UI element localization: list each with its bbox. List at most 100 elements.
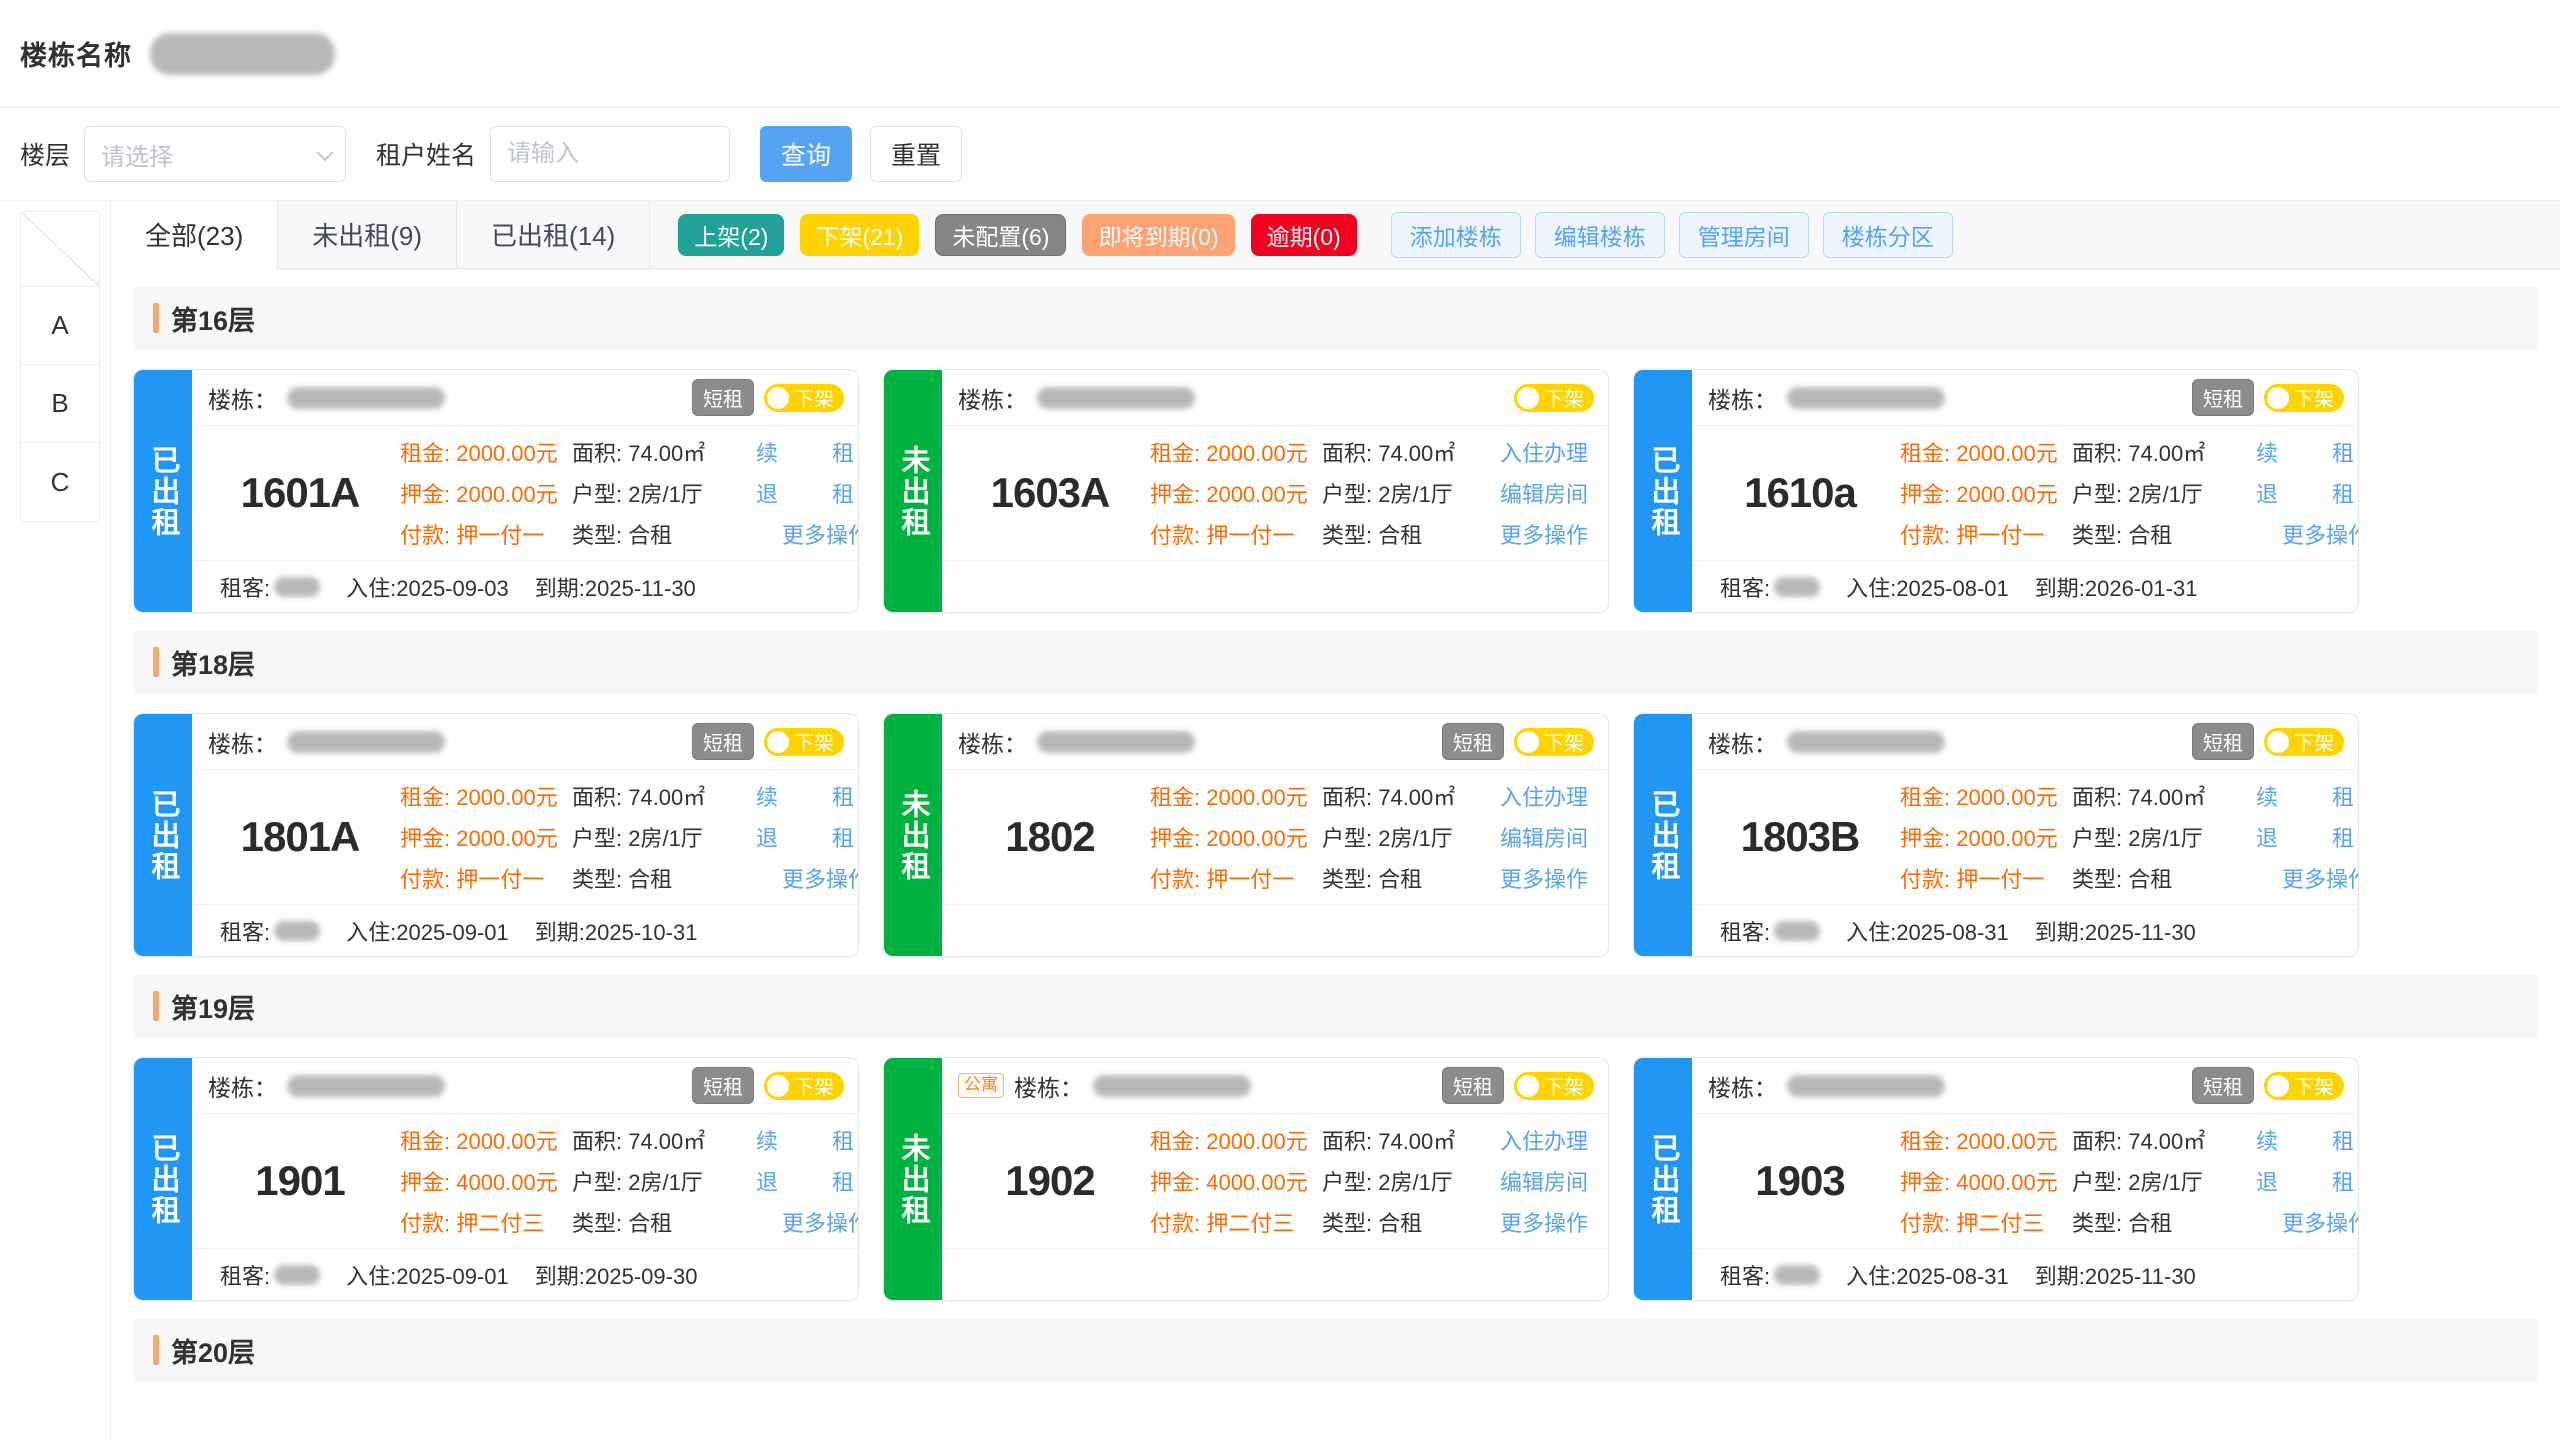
renew-link[interactable]: 续 租: [756, 441, 859, 466]
pill-listed[interactable]: 上架(2): [678, 213, 785, 256]
checkin-link[interactable]: 入住办理: [1499, 441, 1588, 466]
expire-date: 到期:2025-11-30: [2034, 919, 2196, 945]
short-rent-tag: 短租: [692, 1067, 754, 1104]
room-card[interactable]: 已出租 楼栋： 短租 下架 1803B 租金: 2000.00元 押金: 2000.00元付…: [1633, 713, 2359, 957]
room-card-body: 1902 租金: 2000.00元 押金: 4000.00元 付款: 押二付三 面积: …: [942, 1114, 1608, 1248]
zone-item-c[interactable]: C: [50, 466, 70, 497]
area-value: 面积: 74.00㎡: [572, 1129, 706, 1154]
zone-item-a[interactable]: A: [21, 287, 99, 365]
listing-toggle[interactable]: 下架: [1514, 383, 1594, 412]
listing-toggle[interactable]: 下架: [764, 727, 844, 756]
room-money-column: 租金: 2000.00元 押金: 2000.00元 付款: 押一付一: [400, 436, 572, 550]
reset-button[interactable]: 重置: [870, 126, 963, 182]
area-value: 面积: 74.00㎡: [572, 785, 706, 810]
add-building-button[interactable]: 添加楼栋: [1390, 211, 1521, 258]
listing-toggle[interactable]: 下架: [1514, 727, 1594, 756]
tenant-name-input[interactable]: [490, 126, 731, 182]
more-actions-link[interactable]: 更多操作: [1499, 867, 1588, 892]
more-actions-link[interactable]: 更多操作: [2282, 1211, 2358, 1236]
more-actions-link[interactable]: 更多操作: [1499, 523, 1588, 548]
renew-link[interactable]: 续 租: [2256, 785, 2359, 810]
room-card-main: 楼栋： 短租 下架 1802 租金: 2000.00元 押金: 2000.00元 付款: 押…: [942, 714, 1608, 956]
building-zones-button[interactable]: 楼栋分区: [1822, 211, 1953, 258]
more-actions-link[interactable]: 更多操作: [2282, 523, 2358, 548]
pill-expiring-soon[interactable]: 即将到期(0): [1082, 213, 1235, 256]
listing-toggle[interactable]: 下架: [1514, 1071, 1594, 1100]
more-actions-link[interactable]: 更多操作: [2282, 867, 2358, 892]
renew-link[interactable]: 续 租: [2256, 441, 2359, 466]
room-status-strip: 未出租: [884, 714, 942, 956]
room-card[interactable]: 未出租 楼栋： 短租 下架 1802 租金: 2000.00元 押金: 2000.00元 付款…: [883, 713, 1609, 957]
room-actions-column: 入住办理编辑房间更多操作: [1490, 1124, 1594, 1238]
pill-delisted[interactable]: 下架(21): [800, 213, 920, 256]
tab-rented[interactable]: 已出租(14): [457, 201, 651, 268]
listing-toggle[interactable]: 下架: [764, 1071, 844, 1100]
tenant-filter-label: 租户姓名: [376, 142, 477, 170]
pill-unconfigured[interactable]: 未配置(6): [935, 213, 1067, 256]
room-card-main: 楼栋： 短租 下架 1901 租金: 2000.00元 押金: 4000.00元 付款: 押…: [192, 1058, 858, 1300]
room-card[interactable]: 已出租 楼栋： 短租 下架 1903 租金: 2000.00元 押金: 4000.00元 付款…: [1633, 1057, 2359, 1301]
terminate-link[interactable]: 退 租: [2256, 826, 2359, 851]
terminate-link[interactable]: 退 租: [2256, 482, 2359, 507]
deposit-value: 押金: 2000.00元: [400, 482, 558, 507]
building-label: 楼栋：: [1708, 730, 1777, 757]
tab-all[interactable]: 全部(23): [111, 201, 279, 269]
listing-toggle-label: 下架: [1544, 733, 1584, 755]
edit-building-button[interactable]: 编辑楼栋: [1534, 211, 1665, 258]
terminate-link[interactable]: 退 租: [756, 1170, 859, 1195]
room-card[interactable]: 未出租 楼栋： 下架 1603A 租金: 2000.00元 押金: 2000.00元 付款:…: [883, 369, 1609, 613]
listing-toggle[interactable]: 下架: [2264, 1071, 2344, 1100]
manage-rooms-button[interactable]: 管理房间: [1678, 211, 1809, 258]
floor-title: 第20层: [171, 1337, 256, 1368]
room-card[interactable]: 已出租 楼栋： 短租 下架 1901 租金: 2000.00元 押金: 4000.00元 付款…: [133, 1057, 859, 1301]
tab-vacant[interactable]: 未出租(9): [278, 201, 458, 268]
room-card[interactable]: 未出租 公寓 楼栋： 短租 下架 1902 租金: 2000.00元 押金: 4000.00元…: [883, 1057, 1609, 1301]
checkin-date: 入住:2025-08-31: [1846, 1263, 2009, 1289]
listing-toggle[interactable]: 下架: [2264, 383, 2344, 412]
short-rent-tag: 短租: [1442, 723, 1504, 760]
building-label: 楼栋：: [958, 386, 1027, 413]
floor-list[interactable]: 第16层 已出租 楼栋： 短租 下架 1601A 租金: 2000.00元 押金: 2000.…: [111, 269, 2560, 1440]
terminate-link[interactable]: 退 租: [756, 826, 859, 851]
toggle-knob-icon: [1517, 1074, 1539, 1097]
payment-terms: 付款: 押一付一: [1900, 867, 2045, 892]
layout-value: 户型: 2房/1厅: [2072, 826, 2203, 851]
more-actions-link[interactable]: 更多操作: [1499, 1211, 1588, 1236]
room-number: 1801A: [240, 813, 361, 860]
renew-link[interactable]: 续 租: [2256, 1129, 2359, 1154]
more-actions-link[interactable]: 更多操作: [782, 523, 858, 548]
edit-room-link[interactable]: 编辑房间: [1499, 482, 1588, 507]
short-rent-tag: 短租: [692, 723, 754, 760]
terminate-link[interactable]: 退 租: [2256, 1170, 2359, 1195]
floor-select[interactable]: 请选择: [84, 126, 347, 182]
checkin-link[interactable]: 入住办理: [1499, 1129, 1588, 1154]
room-actions-column: 续 租退 租更多操作: [2240, 1124, 2359, 1238]
renew-link[interactable]: 续 租: [756, 1129, 859, 1154]
more-actions-link[interactable]: 更多操作: [782, 867, 858, 892]
pill-overdue[interactable]: 逾期(0): [1250, 213, 1357, 256]
terminate-link[interactable]: 退 租: [756, 482, 859, 507]
listing-toggle[interactable]: 下架: [2264, 727, 2344, 756]
room-card-footer: 租客: 入住:2025-08-01 到期:2026-01-31: [1692, 560, 2358, 612]
area-value: 面积: 74.00㎡: [572, 441, 706, 466]
room-money-column: 租金: 2000.00元 押金: 4000.00元 付款: 押二付三: [1150, 1124, 1322, 1238]
search-button[interactable]: 查询: [760, 126, 853, 182]
room-money-column: 租金: 2000.00元 押金: 4000.00元 付款: 押二付三: [400, 1124, 572, 1238]
zone-item-b[interactable]: B: [21, 365, 99, 443]
room-card-footer: [942, 560, 1608, 612]
renew-link[interactable]: 续 租: [756, 785, 859, 810]
room-card[interactable]: 已出租 楼栋： 短租 下架 1610a 租金: 2000.00元 押金: 2000.00元付…: [1633, 369, 2359, 613]
type-value: 类型: 合租: [572, 867, 673, 892]
room-card-header: 楼栋： 短租 下架: [192, 1058, 858, 1114]
more-actions-link[interactable]: 更多操作: [782, 1211, 858, 1236]
edit-room-link[interactable]: 编辑房间: [1499, 826, 1588, 851]
room-card-main: 楼栋： 短租 下架 1803B 租金: 2000.00元 押金: 2000.00元 付款: …: [1692, 714, 2358, 956]
checkin-link[interactable]: 入住办理: [1499, 785, 1588, 810]
checkin-date: 入住:2025-08-31: [1846, 919, 2009, 945]
room-card-footer: 租客: 入住:2025-09-03 到期:2025-11-30: [192, 560, 858, 612]
room-card[interactable]: 已出租 楼栋： 短租 下架 1801A 租金: 2000.00元 押金: 2000.00元付…: [133, 713, 859, 957]
edit-room-link[interactable]: 编辑房间: [1499, 1170, 1588, 1195]
listing-toggle-label: 下架: [1544, 389, 1584, 411]
room-card[interactable]: 已出租 楼栋： 短租 下架 1601A 租金: 2000.00元 押金: 2000.00元付…: [133, 369, 859, 613]
listing-toggle[interactable]: 下架: [764, 383, 844, 412]
